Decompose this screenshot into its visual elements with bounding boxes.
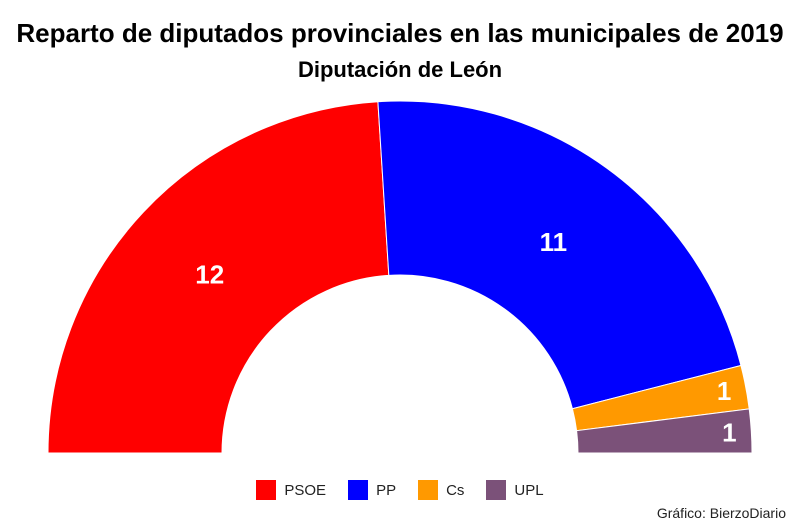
legend-swatch-cs	[418, 480, 439, 500]
legend-swatch-psoe	[256, 480, 277, 500]
slice-label-pp: 11	[540, 227, 568, 257]
slice-label-psoe: 12	[195, 259, 224, 289]
slice-upl	[576, 408, 753, 454]
legend-item-upl: UPL	[486, 480, 544, 500]
legend-item-cs: Cs	[418, 480, 464, 500]
legend-item-psoe: PSOE	[256, 480, 326, 500]
legend-label-psoe: PSOE	[284, 481, 327, 499]
legend-swatch-upl	[486, 480, 507, 500]
legend-label-cs: Cs	[446, 481, 465, 499]
chart-credit: Gráfico: BierzoDiario	[656, 505, 786, 521]
legend-label-pp: PP	[376, 481, 397, 499]
chart-legend: PSOE PP Cs UPL	[0, 480, 800, 500]
slice-label-cs: 1	[717, 376, 731, 406]
slice-pp	[377, 100, 742, 410]
chart-subtitle: Diputación de León	[297, 57, 503, 82]
chart-title: Reparto de diputados provinciales en las…	[16, 18, 784, 48]
legend-item-pp: PP	[348, 480, 396, 500]
slice-label-upl: 1	[722, 417, 736, 447]
legend-swatch-pp	[348, 480, 369, 500]
slice-psoe	[47, 101, 390, 454]
legend-label-upl: UPL	[514, 481, 544, 499]
